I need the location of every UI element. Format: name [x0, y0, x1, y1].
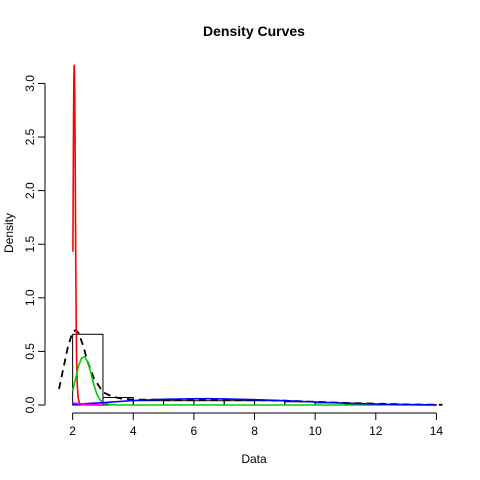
x-axis: 2 4 6 8 10 12 14 [69, 412, 444, 438]
x-tick-label: 14 [430, 424, 444, 438]
density-line-4 [72, 397, 437, 406]
x-tick-label: 10 [308, 424, 322, 438]
y-tick-label: 2.5 [23, 128, 37, 145]
y-tick-label: 1.5 [23, 236, 37, 253]
density-line-2 [72, 64, 103, 406]
x-tick-label: 12 [369, 424, 383, 438]
y-axis: 0.0 0.5 1.0 1.5 2.0 2.5 3.0 [23, 75, 46, 413]
y-tick-label: 2.0 [23, 182, 37, 199]
density-series [58, 64, 443, 406]
y-tick-label: 0.0 [23, 396, 37, 413]
y-tick-label: 1.0 [23, 289, 37, 306]
x-tick-label: 6 [191, 424, 198, 438]
density-line-3 [71, 355, 437, 406]
x-tick-label: 8 [251, 424, 258, 438]
chart-title: Density Curves [203, 23, 305, 39]
plot-region [58, 64, 443, 406]
y-axis-label: Density [2, 213, 16, 253]
histogram [72, 333, 437, 406]
x-tick-label: 2 [69, 424, 76, 438]
x-axis-label: Data [241, 452, 267, 466]
y-tick-label: 0.5 [23, 343, 37, 360]
x-tick-label: 4 [130, 424, 137, 438]
density-line-5 [72, 402, 103, 406]
y-tick-label: 3.0 [23, 75, 37, 92]
density-line-1 [58, 329, 443, 406]
